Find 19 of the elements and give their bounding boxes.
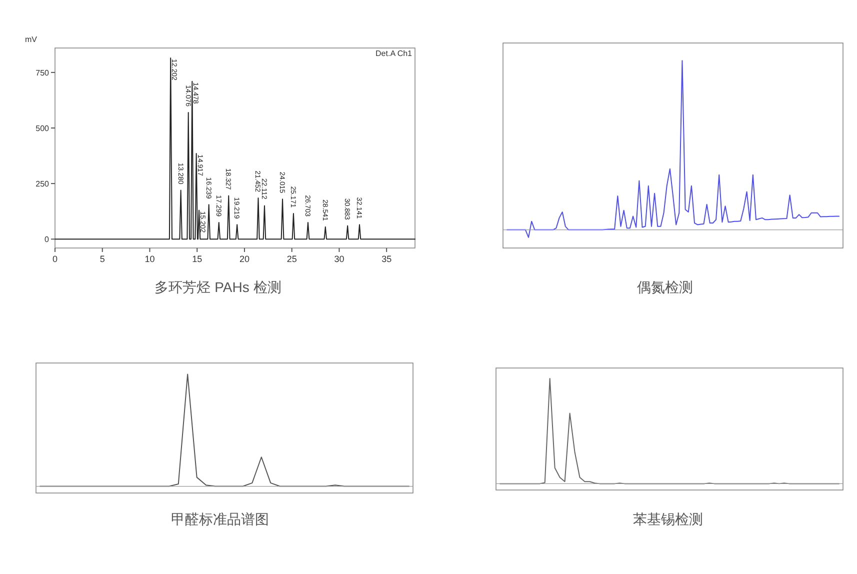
y-tick-label: 250 [36,180,50,189]
y-tick-label: 750 [36,68,50,78]
text: 甲醛标准品谱图 [171,511,269,527]
y-axis-title: mV [25,35,38,44]
line-series [54,58,416,240]
x-tick-label: 20 [239,254,250,264]
x-tick-label: 10 [144,254,155,264]
x-tick-label: 25 [286,254,297,264]
x-tick-label: 15 [192,254,202,264]
text: 多环芳烃 PAHs 检测 [154,279,282,295]
text: 苯基锡检测 [633,511,703,527]
y-tick-label: 500 [36,124,50,133]
x-tick-label: 30 [334,254,344,264]
y-tick-label: 0 [44,235,50,244]
x-tick-label: 5 [100,254,105,264]
text: 偶氮检测 [637,279,693,295]
annotation: Det.A Ch1 [376,49,413,58]
x-tick-label: 35 [382,254,392,264]
x-tick-label: 0 [52,254,58,264]
